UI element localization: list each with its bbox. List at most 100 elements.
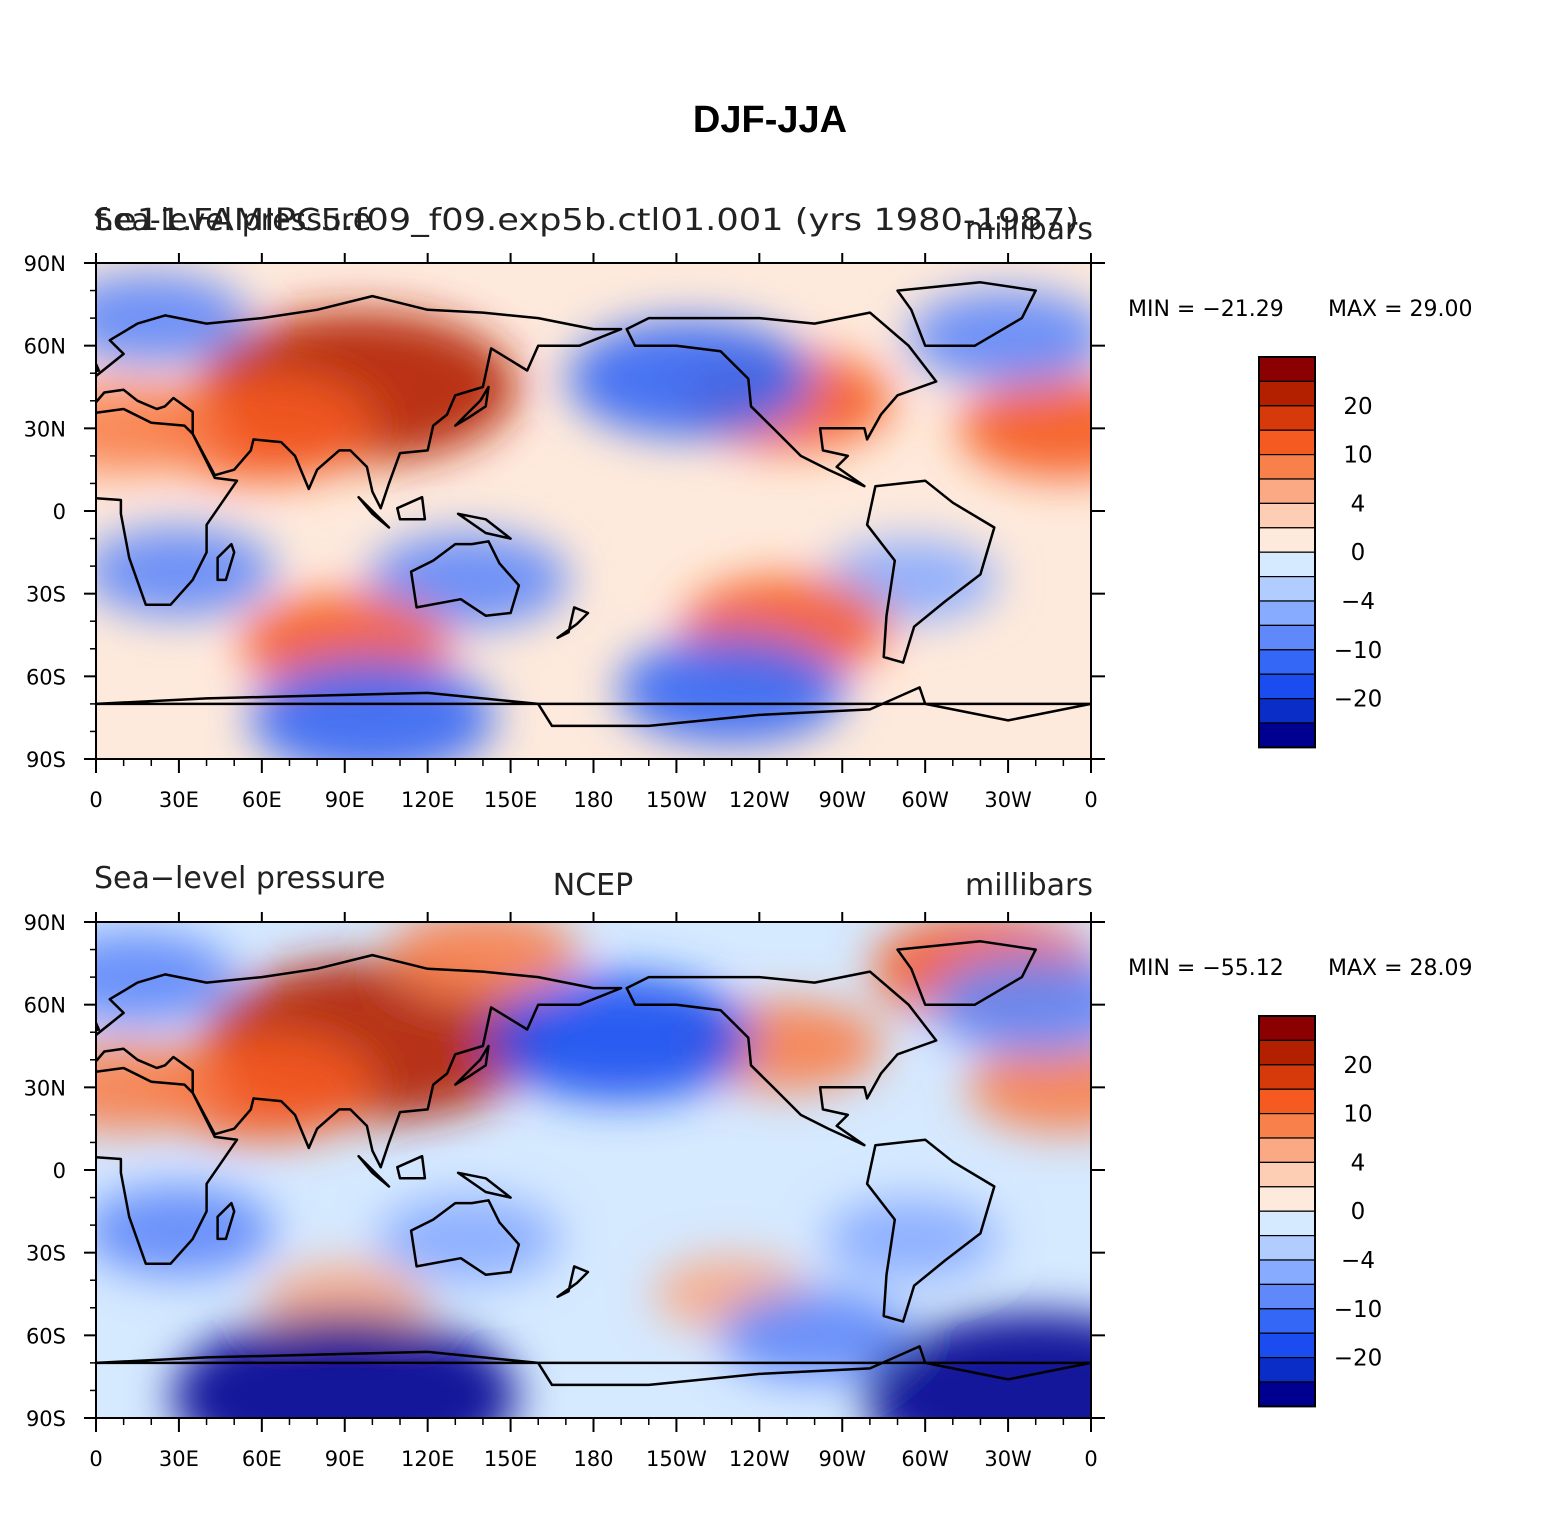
- colorbar-frame: [1258, 356, 1316, 749]
- lon-tick-label: 0: [1084, 1447, 1097, 1471]
- anomaly-feature: [489, 974, 754, 1101]
- lat-tick-label: 0: [53, 500, 66, 524]
- lat-tick-label: 30N: [24, 417, 66, 441]
- lon-tick-label: 30W: [984, 788, 1032, 812]
- colorbar-label: −10: [1334, 638, 1383, 664]
- lat-tick-label: 90S: [26, 748, 66, 772]
- colorbar-swatch: [1258, 1210, 1316, 1237]
- lat-tick-label: 90S: [26, 1407, 66, 1431]
- lon-tick-label: 180: [573, 788, 613, 812]
- panel-2-min-label: MIN = −55.12: [1128, 956, 1284, 981]
- colorbar-swatch: [1258, 1259, 1316, 1285]
- panel-1-min-label: MIN = −21.29: [1128, 297, 1284, 322]
- colorbar-swatch: [1258, 1356, 1316, 1383]
- colorbar-swatch: [1258, 1137, 1316, 1163]
- lon-tick-label: 90E: [325, 788, 365, 812]
- colorbar-swatch: [1258, 673, 1316, 700]
- panel-1-center-title: f.e11.FAMIPC5.f09_f09.exp5b.ctl01.001 (y…: [94, 203, 1079, 238]
- colorbar-label: 10: [1343, 443, 1372, 469]
- lon-tick-label: 180: [573, 1447, 613, 1471]
- anomaly-feature: [96, 526, 275, 618]
- anomaly-feature: [567, 319, 814, 438]
- colorbar-swatch: [1258, 600, 1316, 626]
- anomaly-feature: [907, 289, 1091, 386]
- colorbar-label: −10: [1334, 1297, 1383, 1323]
- lat-tick-label: 60S: [26, 665, 66, 689]
- colorbar-swatch: [1258, 1039, 1316, 1066]
- panel-1-right-title: millibars: [965, 212, 1093, 247]
- lon-tick-label: 60E: [242, 1447, 282, 1471]
- panel-1-coastlines: [96, 281, 1091, 728]
- colorbar-label: 4: [1351, 1150, 1366, 1176]
- panel-1: Sea-level pressure f.e11.FAMIPC5.f09_f09…: [24, 203, 1473, 812]
- lon-tick-label: 90W: [819, 1447, 867, 1471]
- lat-tick-label: 90N: [24, 252, 66, 276]
- anomaly-feature: [617, 635, 846, 745]
- colorbar-swatch: [1258, 380, 1316, 407]
- anomaly-feature: [249, 658, 496, 759]
- lon-tick-label: 120W: [729, 1447, 790, 1471]
- panel-2-coastlines: [96, 940, 1091, 1387]
- anomaly-feature: [96, 272, 248, 364]
- colorbar-swatch: [1258, 405, 1316, 431]
- lon-tick-label: 120E: [401, 1447, 454, 1471]
- colorbar-label: 20: [1343, 1053, 1372, 1079]
- colorbar-swatch: [1258, 722, 1316, 748]
- colorbar-swatch: [1258, 697, 1316, 724]
- anomaly-feature: [386, 922, 579, 1001]
- colorbar-label: 4: [1351, 491, 1366, 517]
- colorbar-swatch: [1258, 1161, 1316, 1188]
- panel-1-ticks: 0 30E 60E 90E 120E 150E 180 150W 120W 90W 60W 30W 09…: [24, 252, 1105, 812]
- colorbar-label: 0: [1351, 540, 1366, 566]
- lat-tick-label: 90N: [24, 911, 66, 935]
- panel-2-center-title: NCEP: [553, 868, 633, 903]
- panel-2-left-title: Sea−level pressure: [94, 861, 385, 896]
- colorbar-swatch: [1258, 1015, 1316, 1041]
- lat-tick-label: 60N: [24, 994, 66, 1018]
- anomaly-feature: [96, 382, 220, 474]
- lon-tick-label: 60W: [901, 1447, 949, 1471]
- lat-tick-label: 60N: [24, 335, 66, 359]
- colorbar-swatch: [1258, 1088, 1316, 1115]
- colorbar-label: −4: [1341, 1248, 1375, 1274]
- lon-tick-label: 60W: [901, 788, 949, 812]
- colorbar-swatch: [1258, 1332, 1316, 1359]
- panel-2: Sea−level pressure NCEP millibars 0 30E 60…: [24, 861, 1473, 1471]
- panel-2-map: [96, 922, 1091, 1418]
- panel-2-ticks: 0 30E 60E 90E 120E 150E 180 150W 120W 90W 60W 30W 09…: [24, 911, 1105, 1471]
- colorbar-frame: [1258, 1015, 1316, 1408]
- lon-tick-label: 0: [89, 1447, 102, 1471]
- colorbar-label: −20: [1334, 687, 1383, 713]
- colorbar-swatch: [1258, 1381, 1316, 1407]
- anomaly-feature: [96, 1041, 220, 1133]
- colorbar-swatch: [1258, 527, 1316, 553]
- lon-tick-label: 150W: [646, 1447, 707, 1471]
- lat-tick-label: 30S: [26, 583, 66, 607]
- lon-tick-label: 30E: [159, 1447, 199, 1471]
- lon-tick-label: 150E: [484, 788, 537, 812]
- colorbar-label: −4: [1341, 589, 1375, 615]
- lat-tick-label: 60S: [26, 1324, 66, 1348]
- anomaly-feature: [863, 1313, 1091, 1418]
- colorbar-swatch: [1258, 649, 1316, 675]
- anomaly-feature: [967, 1041, 1091, 1133]
- panel-1-left-title: Sea-level pressure: [94, 203, 371, 238]
- anomaly-feature: [368, 532, 570, 628]
- panel-1-map: [96, 263, 1091, 759]
- lon-tick-label: 120E: [401, 788, 454, 812]
- lon-tick-label: 0: [89, 788, 102, 812]
- anomaly-feature: [718, 1289, 911, 1381]
- panel-2-max-label: MAX = 28.09: [1328, 956, 1473, 981]
- lon-tick-label: 90W: [819, 788, 867, 812]
- colorbar-swatch: [1258, 454, 1316, 480]
- figure-title: DJF-JJA: [693, 99, 847, 141]
- lon-tick-label: 150W: [646, 788, 707, 812]
- lon-tick-label: 90E: [325, 1447, 365, 1471]
- lon-tick-label: 0: [1084, 788, 1097, 812]
- lon-tick-label: 150E: [484, 1447, 537, 1471]
- lon-tick-label: 120W: [729, 788, 790, 812]
- colorbar-swatch: [1258, 551, 1316, 578]
- anomaly-feature: [96, 1185, 275, 1277]
- panel-2-right-title: millibars: [965, 868, 1093, 903]
